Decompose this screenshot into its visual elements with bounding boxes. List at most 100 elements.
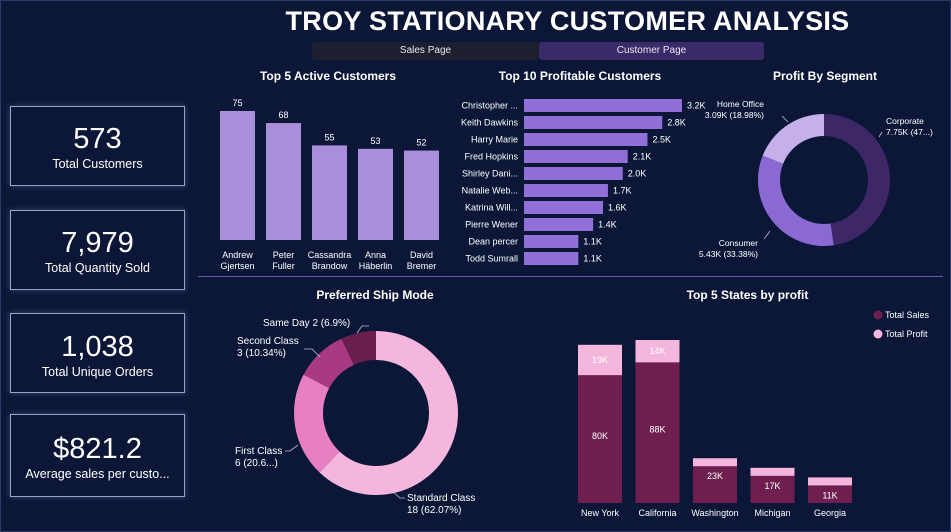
ship-mode-leader-line bbox=[285, 444, 299, 452]
kpi-value: 1,038 bbox=[61, 331, 134, 363]
state-profit-data-label: 14K bbox=[649, 346, 665, 356]
profitable-customer-bar bbox=[524, 167, 623, 180]
profitable-customer-tick-label: Natalie Web... bbox=[462, 186, 518, 196]
kpi-card-total-customers: 573 Total Customers bbox=[10, 106, 185, 186]
profitable-customers-chart: Christopher ... 3.2K Keith Dawkins 2.8K Harr… bbox=[461, 99, 706, 265]
profitable-customer-bar bbox=[524, 133, 648, 146]
ship-mode-label: 3 (10.34%) bbox=[237, 348, 286, 359]
chart-title-profitable-customers: Top 10 Profitable Customers bbox=[498, 69, 662, 83]
segment-value-label: 5.43K (33.38%) bbox=[699, 249, 758, 259]
kpi-label: Average sales per custo... bbox=[25, 467, 170, 481]
active-customer-tick-label: Bremer bbox=[407, 261, 437, 271]
legend-total-profit-label: Total Profit bbox=[885, 329, 928, 339]
active-customer-data-label: 68 bbox=[278, 110, 288, 120]
profitable-customer-data-label: 3.2K bbox=[687, 101, 706, 111]
state-profit-bar bbox=[693, 458, 737, 467]
active-customer-bar bbox=[266, 123, 301, 240]
state-sales-bar bbox=[750, 475, 795, 503]
segment-name-label: Home Office bbox=[717, 99, 764, 109]
state-tick-label: New York bbox=[581, 508, 620, 518]
ship-mode-label: 6 (20.6...) bbox=[235, 458, 278, 469]
active-customer-tick-label: Häberlin bbox=[359, 261, 393, 271]
kpi-label: Total Customers bbox=[52, 157, 143, 171]
segment-value-label: 3.09K (18.98%) bbox=[705, 110, 764, 120]
ship-mode-label: Second Class bbox=[237, 336, 299, 347]
segment-value-label: 7.75K (47...) bbox=[886, 127, 933, 137]
active-customer-tick-label: Peter bbox=[273, 250, 295, 260]
active-customer-bar bbox=[358, 148, 393, 240]
state-sales-bar bbox=[693, 466, 737, 503]
profitable-customer-data-label: 1.6K bbox=[608, 203, 627, 213]
profitable-customer-data-label: 1.1K bbox=[583, 254, 602, 264]
state-tick-label: Washington bbox=[691, 508, 738, 518]
kpi-card-total-orders: 1,038 Total Unique Orders bbox=[10, 313, 185, 393]
state-sales-data-label: 23K bbox=[707, 471, 723, 481]
profitable-customer-tick-label: Fred Hopkins bbox=[464, 152, 518, 162]
profitable-customer-bar bbox=[524, 201, 603, 214]
legend-total-sales-swatch bbox=[873, 310, 883, 320]
active-customer-tick-label: Gjertsen bbox=[220, 261, 254, 271]
ship-mode-slice bbox=[294, 374, 340, 473]
section-divider bbox=[198, 276, 943, 277]
state-profit-bar bbox=[750, 467, 795, 476]
page-title: TROY STATIONARY CUSTOMER ANALYSIS bbox=[285, 6, 850, 36]
legend-total-sales-label: Total Sales bbox=[885, 310, 930, 320]
active-customer-data-label: 52 bbox=[416, 138, 426, 148]
segment-leader-line bbox=[781, 115, 789, 123]
chart-title-ship-mode: Preferred Ship Mode bbox=[316, 288, 434, 302]
legend-total-profit-swatch bbox=[873, 329, 883, 339]
profitable-customer-bar bbox=[524, 150, 628, 163]
state-tick-label: Georgia bbox=[814, 508, 846, 518]
state-profit-bar bbox=[635, 340, 680, 363]
ship-mode-slice bbox=[319, 331, 458, 495]
state-tick-label: California bbox=[638, 508, 676, 518]
state-sales-bar bbox=[808, 485, 852, 503]
profitable-customer-data-label: 2.5K bbox=[652, 135, 671, 145]
profitable-customer-tick-label: Pierre Wener bbox=[465, 220, 518, 230]
kpi-value: 7,979 bbox=[61, 227, 134, 259]
active-customer-tick-label: Anna bbox=[365, 250, 386, 260]
active-customer-bar bbox=[312, 145, 347, 240]
kpi-value: $821.2 bbox=[53, 433, 142, 465]
profitable-customer-data-label: 2.8K bbox=[667, 118, 686, 128]
profitable-customer-data-label: 2.1K bbox=[633, 152, 652, 162]
ship-mode-slice bbox=[303, 338, 354, 389]
kpi-card-average-sales: $821.2 Average sales per custo... bbox=[10, 414, 185, 497]
segment-slice bbox=[762, 114, 824, 164]
segment-name-label: Corporate bbox=[886, 116, 924, 126]
active-customer-tick-label: Andrew bbox=[222, 250, 253, 260]
profitable-customer-data-label: 2.0K bbox=[628, 169, 647, 179]
profitable-customer-tick-label: Harry Marie bbox=[471, 135, 518, 145]
ship-mode-leader-line bbox=[304, 348, 321, 358]
nav-sales-page-button[interactable]: Sales Page bbox=[312, 42, 539, 60]
nav-customer-page-button[interactable]: Customer Page bbox=[539, 42, 764, 60]
ship-mode-label: Same Day 2 (6.9%) bbox=[263, 318, 350, 329]
kpi-value: 573 bbox=[73, 123, 122, 155]
profitable-customer-data-label: 1.1K bbox=[583, 237, 602, 247]
active-customer-bar bbox=[220, 111, 255, 240]
state-sales-bar bbox=[635, 362, 680, 503]
state-profit-bar bbox=[578, 344, 622, 376]
profitable-customer-tick-label: Christopher ... bbox=[461, 101, 518, 111]
segment-leader-line bbox=[763, 230, 771, 240]
kpi-card-total-quantity: 7,979 Total Quantity Sold bbox=[10, 210, 185, 290]
active-customer-tick-label: Fuller bbox=[272, 261, 295, 271]
profitable-customer-bar bbox=[524, 116, 663, 129]
profitable-customer-tick-label: Shirley Dani... bbox=[462, 169, 518, 179]
active-customer-data-label: 75 bbox=[232, 98, 242, 108]
active-customer-tick-label: David bbox=[410, 250, 433, 260]
segment-slice bbox=[758, 155, 834, 247]
active-customer-data-label: 53 bbox=[370, 136, 380, 146]
ship-mode-leader-line bbox=[356, 325, 369, 334]
state-sales-data-label: 11K bbox=[822, 490, 837, 500]
state-sales-bar bbox=[578, 375, 622, 503]
state-tick-label: Michigan bbox=[754, 508, 790, 518]
profitable-customer-tick-label: Dean percer bbox=[468, 237, 518, 247]
active-customer-tick-label: Cassandra bbox=[308, 250, 352, 260]
top-states-chart: 80K 19K New York 88K 14K California 23K Washing… bbox=[578, 310, 930, 518]
state-sales-data-label: 17K bbox=[764, 481, 780, 491]
profitable-customer-data-label: 1.4K bbox=[598, 220, 617, 230]
ship-mode-leader-line bbox=[391, 490, 405, 499]
